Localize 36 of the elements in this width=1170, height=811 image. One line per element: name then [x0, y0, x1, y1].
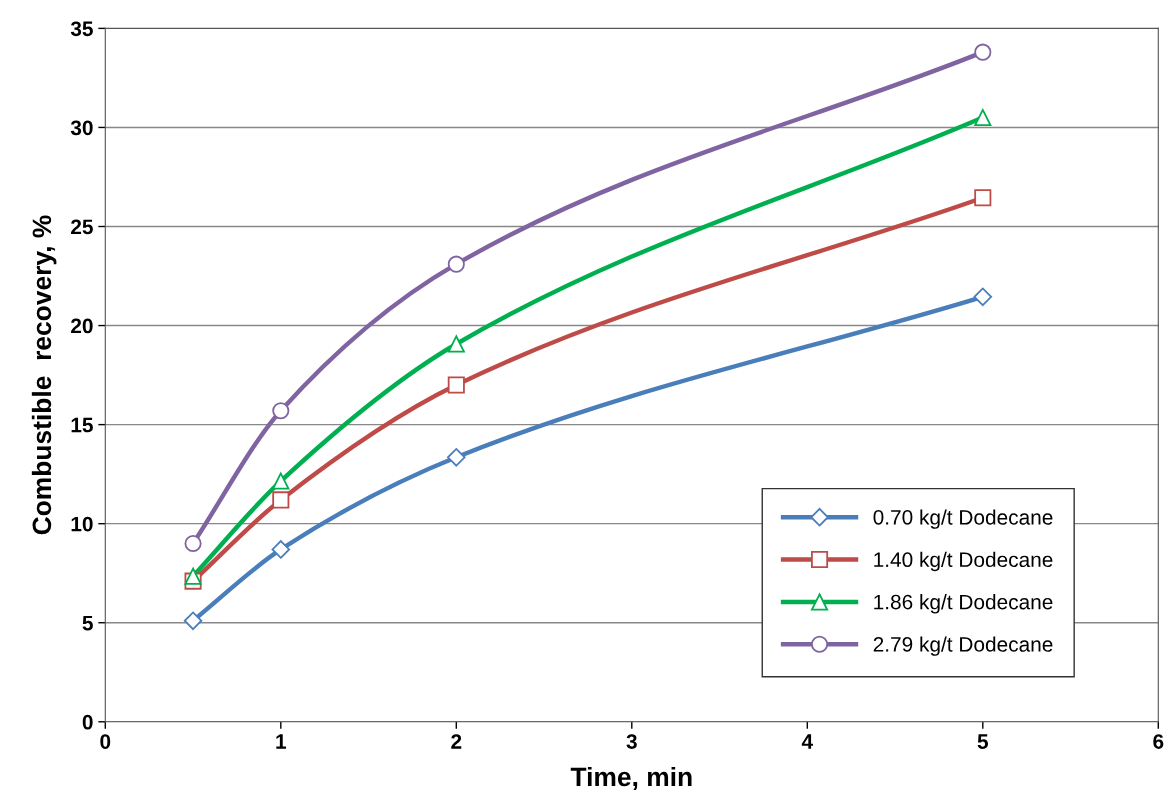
legend-label: 0.70 kg/t Dodecane — [873, 509, 1053, 529]
point — [974, 108, 992, 127]
legend-label: 1.40 kg/t Dodecane — [874, 551, 1053, 572]
y-tick-label: 5 — [82, 615, 93, 631]
point — [183, 611, 203, 631]
x-tick-label: 4 — [801, 734, 813, 749]
point — [974, 43, 992, 61]
x-tick-label: 5 — [977, 734, 989, 749]
legend-label: 2.79 kg/t Dodecane — [873, 636, 1053, 656]
point — [973, 287, 993, 307]
x-tick-label: 3 — [626, 734, 637, 749]
y-tick-label: 10 — [71, 516, 93, 532]
point — [974, 189, 992, 207]
point — [272, 472, 290, 490]
point — [447, 376, 465, 394]
y-axis-title: Combustible recovery, % — [31, 215, 57, 535]
y-tick-label: 0 — [82, 714, 93, 730]
y-tick-label: 25 — [71, 219, 93, 235]
legend-label: 1.86 kg/t Dodecane — [874, 594, 1053, 614]
point — [447, 448, 466, 467]
x-tick-label: 6 — [1153, 734, 1164, 749]
point — [272, 402, 290, 420]
x-axis-title: Time, min — [570, 766, 692, 791]
point — [271, 540, 291, 559]
x-tick-label: 0 — [100, 734, 111, 749]
y-tick-label: 30 — [70, 120, 93, 136]
x-tick-label: 1 — [276, 734, 287, 749]
y-tick-label: 15 — [71, 417, 93, 433]
y-tick-label: 35 — [70, 21, 93, 37]
point — [184, 567, 202, 585]
x-tick-label: 2 — [451, 734, 462, 749]
point — [447, 335, 465, 353]
point — [447, 255, 465, 273]
point — [184, 534, 202, 553]
point — [272, 491, 290, 509]
y-tick-label: 20 — [71, 318, 93, 334]
